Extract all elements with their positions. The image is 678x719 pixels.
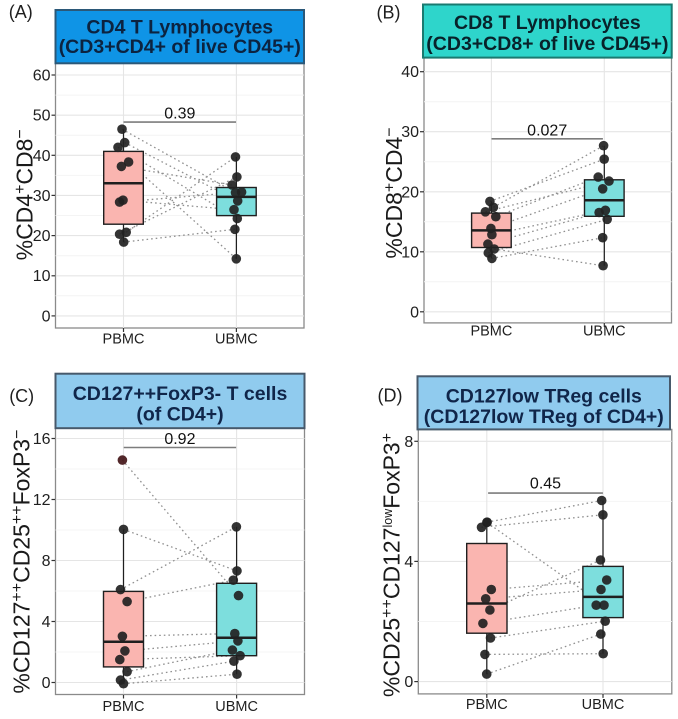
svg-text:UBMC: UBMC: [583, 324, 626, 340]
svg-text:10: 10: [33, 268, 51, 285]
svg-text:60: 60: [33, 68, 51, 85]
svg-text:CD4 T Lymphocytes: CD4 T Lymphocytes: [86, 16, 273, 38]
svg-text:4: 4: [404, 554, 413, 571]
svg-text:(D): (D): [378, 386, 403, 406]
svg-text:UBMC: UBMC: [215, 699, 258, 714]
svg-text:50: 50: [33, 108, 51, 125]
svg-text:4: 4: [42, 614, 51, 631]
svg-text:0.39: 0.39: [164, 106, 195, 123]
svg-text:PBMC: PBMC: [103, 699, 145, 714]
svg-text:(C): (C): [9, 386, 34, 406]
svg-text:30: 30: [33, 188, 51, 205]
svg-text:(CD3+CD4+ of live CD45+): (CD3+CD4+ of live CD45+): [59, 36, 301, 58]
svg-text:0: 0: [404, 674, 413, 691]
svg-text:20: 20: [33, 228, 51, 245]
svg-text:16: 16: [33, 431, 51, 448]
svg-text:0.45: 0.45: [530, 476, 561, 493]
svg-text:PBMC: PBMC: [103, 331, 145, 347]
svg-text:(B): (B): [377, 2, 401, 22]
svg-text:8: 8: [404, 434, 413, 451]
svg-text:0: 0: [42, 675, 51, 692]
svg-text:(CD3+CD8+ of live CD45+): (CD3+CD8+ of live CD45+): [426, 33, 668, 55]
svg-text:40: 40: [33, 148, 51, 165]
svg-text:0: 0: [410, 304, 419, 321]
svg-text:8: 8: [42, 553, 51, 570]
svg-text:40: 40: [401, 64, 419, 81]
svg-text:%CD127++CD25++FoxP3−: %CD127++CD25++FoxP3−: [8, 430, 34, 694]
svg-text:0.92: 0.92: [164, 431, 195, 448]
svg-text:CD127low TReg cells: CD127low TReg cells: [446, 386, 642, 408]
svg-text:0.027: 0.027: [527, 123, 567, 140]
svg-text:CD8 T Lymphocytes: CD8 T Lymphocytes: [454, 12, 641, 34]
svg-text:12: 12: [33, 492, 51, 509]
svg-text:%CD4+CD8−: %CD4+CD8−: [12, 129, 38, 260]
svg-text:(A): (A): [9, 2, 33, 22]
svg-text:PBMC: PBMC: [466, 697, 508, 713]
svg-text:(of CD4+): (of CD4+): [136, 403, 223, 425]
svg-text:CD127++FoxP3- T cells: CD127++FoxP3- T cells: [73, 383, 288, 405]
svg-text:10: 10: [401, 244, 419, 261]
svg-text:UBMC: UBMC: [582, 697, 625, 713]
svg-text:%CD25++CD127lowFoxP3+: %CD25++CD127lowFoxP3+: [379, 433, 405, 697]
svg-text:30: 30: [401, 124, 419, 141]
svg-text:0: 0: [42, 308, 51, 325]
svg-text:%CD8+CD4−: %CD8+CD4−: [381, 127, 407, 258]
svg-text:PBMC: PBMC: [470, 324, 512, 340]
svg-text:20: 20: [401, 184, 419, 201]
svg-text:(CD127low TReg of CD4+): (CD127low TReg of CD4+): [424, 406, 664, 428]
svg-text:UBMC: UBMC: [215, 331, 258, 347]
